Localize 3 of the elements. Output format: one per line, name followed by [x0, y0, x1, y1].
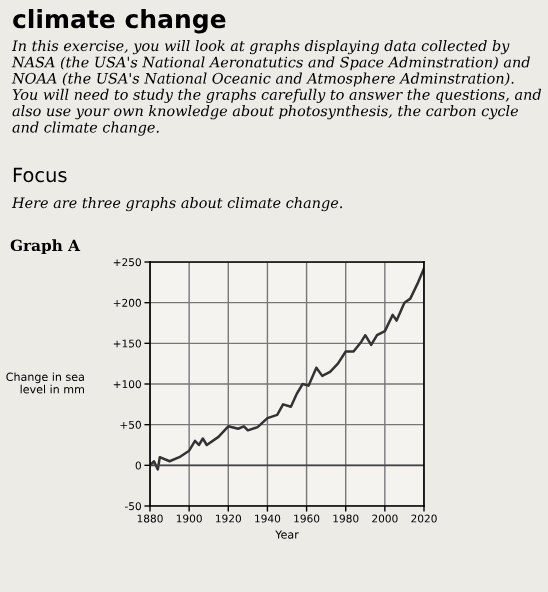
line-series — [150, 267, 424, 471]
text: Focus — [13, 167, 67, 183]
text: climate change — [13, 9, 226, 34]
